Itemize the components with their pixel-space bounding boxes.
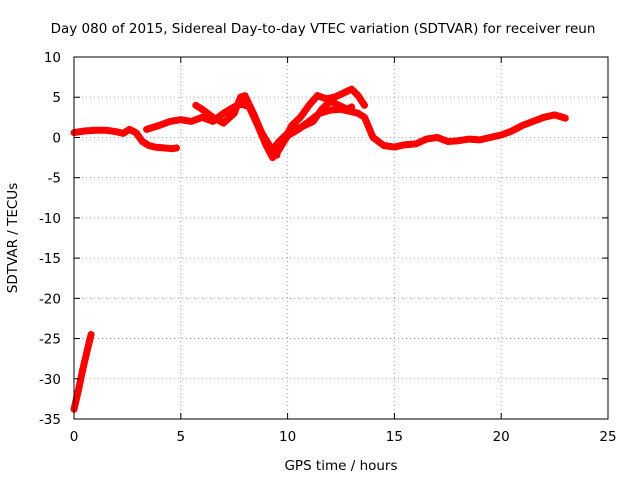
y-tick-label: -20 [39, 291, 61, 307]
x-tick-label: 10 [279, 429, 296, 445]
chart-title: Day 080 of 2015, Sidereal Day-to-day VTE… [51, 21, 596, 37]
x-tick-label: 5 [177, 429, 186, 445]
x-tick-label: 0 [70, 429, 79, 445]
x-tick-label: 25 [599, 429, 616, 445]
y-tick-label: -5 [48, 171, 61, 187]
x-tick-label: 15 [386, 429, 403, 445]
y-tick-label: 0 [52, 130, 61, 146]
y-axis-label: SDTVAR / TECUs [5, 183, 21, 293]
y-tick-label: 10 [44, 50, 61, 66]
series-line-trace-c [192, 92, 281, 159]
x-tick-label: 20 [493, 429, 510, 445]
axis-ticks: 0 5 10 15 20 25 10 5 0 -5 -10 -15 -20 -25 -30 -35 [39, 50, 617, 445]
y-tick-label: -10 [39, 211, 61, 227]
y-tick-label: -35 [39, 412, 61, 428]
series-line-trace-a [70, 125, 180, 153]
series-group [70, 85, 569, 413]
y-tick-label: -15 [39, 251, 61, 267]
series-line-trace-d [273, 85, 368, 157]
y-tick-label: -30 [39, 372, 61, 388]
series-line-trace-e [269, 97, 356, 153]
y-tick-label: -25 [39, 332, 61, 348]
y-tick-label: 5 [52, 90, 61, 106]
x-axis-label: GPS time / hours [284, 458, 397, 474]
series-line-trace-b [143, 100, 569, 162]
series-line-trace-f [70, 331, 95, 413]
plot-frame [73, 56, 609, 420]
grid [74, 57, 608, 419]
